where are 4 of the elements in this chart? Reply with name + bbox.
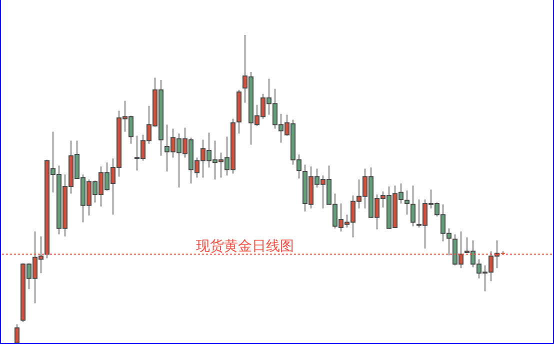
candlestick [410,185,416,227]
candlestick [14,324,20,343]
ref-line-label: 现货黄金日线图 [196,238,294,254]
candlestick [404,190,410,216]
